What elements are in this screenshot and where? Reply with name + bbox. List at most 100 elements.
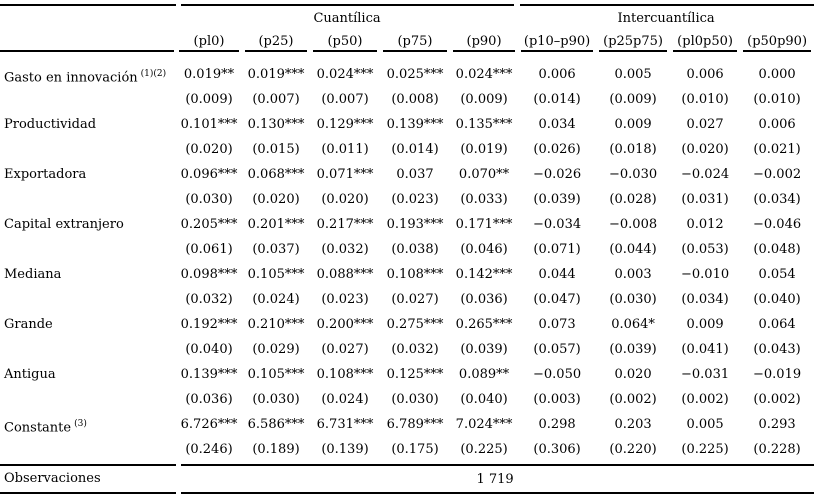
std-error-cell: (0.027) bbox=[321, 342, 369, 357]
std-error-cell: (0.021) bbox=[753, 142, 801, 157]
row-label-superscript: (1)(2) bbox=[140, 69, 167, 79]
coefficient-cell: 0.298 bbox=[538, 417, 576, 432]
table-header: Cuantílica Intercuantílica (pl0) (p25) (… bbox=[0, 0, 814, 62]
coefficient-cell: 0.000 bbox=[758, 67, 796, 82]
table-rule bbox=[743, 50, 811, 52]
std-error-row: (0.032) (0.024) (0.023) (0.027) (0.036) (0.04… bbox=[0, 287, 814, 312]
coefficient-cell: 0.105*** bbox=[247, 267, 305, 282]
std-error-cell: (0.040) bbox=[185, 342, 233, 357]
std-error-cell: (0.018) bbox=[609, 142, 657, 157]
group-header-intercuantilica: Intercuantílica bbox=[617, 10, 715, 26]
std-error-row: (0.040) (0.029) (0.027) (0.032) (0.039) (0.05… bbox=[0, 337, 814, 362]
std-error-cell: (0.002) bbox=[753, 392, 801, 407]
std-error-cell: (0.015) bbox=[252, 142, 300, 157]
coefficient-cell: −0.031 bbox=[681, 367, 730, 382]
std-error-cell: (0.225) bbox=[460, 442, 508, 457]
coefficient-cell: 0.024*** bbox=[316, 67, 374, 82]
coefficient-cell: 0.044 bbox=[538, 267, 576, 282]
coefficient-cell: 0.171*** bbox=[455, 217, 513, 232]
std-error-cell: (0.023) bbox=[321, 292, 369, 307]
coefficient-cell: 0.003 bbox=[614, 267, 652, 282]
coefficient-cell: 0.027 bbox=[686, 117, 724, 132]
coefficient-cell: 0.142*** bbox=[455, 267, 513, 282]
coefficient-cell: 0.096*** bbox=[180, 167, 238, 182]
std-error-cell: (0.040) bbox=[753, 292, 801, 307]
coefficient-cell: 0.205*** bbox=[180, 217, 238, 232]
std-error-cell: (0.039) bbox=[609, 342, 657, 357]
std-error-cell: (0.040) bbox=[460, 392, 508, 407]
std-error-cell: (0.030) bbox=[252, 392, 300, 407]
table-rule bbox=[179, 50, 239, 52]
std-error-cell: (0.044) bbox=[609, 242, 657, 257]
std-error-cell: (0.039) bbox=[460, 342, 508, 357]
table-rule bbox=[245, 50, 307, 52]
coefficient-cell: 0.108*** bbox=[386, 267, 444, 282]
std-error-row: (0.061) (0.037) (0.032) (0.038) (0.046) (0.07… bbox=[0, 237, 814, 262]
std-error-cell: (0.071) bbox=[533, 242, 581, 257]
std-error-cell: (0.228) bbox=[753, 442, 801, 457]
std-error-cell: (0.002) bbox=[681, 392, 729, 407]
coefficient-cell: −0.034 bbox=[533, 217, 582, 232]
coefficient-row: Antigua 0.139*** 0.105*** 0.108*** 0.125*** 0… bbox=[0, 362, 814, 387]
std-error-cell: (0.306) bbox=[533, 442, 581, 457]
std-error-cell: (0.033) bbox=[460, 192, 508, 207]
row-label: Exportadora bbox=[4, 167, 87, 182]
table-rule bbox=[520, 4, 814, 6]
observations-value: 1 719 bbox=[476, 471, 514, 487]
coefficient-row: Gasto en innovación (1)(2) 0.019** 0.019***… bbox=[0, 62, 814, 87]
coefficient-cell: 0.006 bbox=[538, 67, 576, 82]
coefficient-cell: 0.293 bbox=[758, 417, 796, 432]
std-error-cell: (0.139) bbox=[321, 442, 369, 457]
coefficient-row: Grande 0.192*** 0.210*** 0.200*** 0.275*** 0.… bbox=[0, 312, 814, 337]
coefficient-cell: 0.135*** bbox=[455, 117, 513, 132]
std-error-cell: (0.008) bbox=[391, 92, 439, 107]
std-error-cell: (0.034) bbox=[681, 292, 729, 307]
row-label: Gasto en innovación (1)(2) bbox=[4, 69, 167, 86]
row-label-superscript: (3) bbox=[74, 419, 87, 429]
std-error-cell: (0.011) bbox=[321, 142, 369, 157]
coefficient-cell: 0.034 bbox=[538, 117, 576, 132]
coefficient-cell: 0.265*** bbox=[455, 317, 513, 332]
coefficient-cell: 0.024*** bbox=[455, 67, 513, 82]
std-error-cell: (0.034) bbox=[753, 192, 801, 207]
group-header-row: Cuantílica Intercuantílica bbox=[0, 0, 814, 30]
coefficient-cell: 0.139*** bbox=[180, 367, 238, 382]
std-error-cell: (0.019) bbox=[460, 142, 508, 157]
coefficient-cell: 0.101*** bbox=[180, 117, 238, 132]
std-error-cell: (0.032) bbox=[185, 292, 233, 307]
coefficient-cell: 0.037 bbox=[396, 167, 434, 182]
coefficient-cell: −0.026 bbox=[533, 167, 582, 182]
std-error-cell: (0.010) bbox=[753, 92, 801, 107]
coefficient-cell: 0.210*** bbox=[247, 317, 305, 332]
coefficient-cell: 0.020 bbox=[614, 367, 652, 382]
coefficient-cell: 0.192*** bbox=[180, 317, 238, 332]
coefficient-cell: 0.275*** bbox=[386, 317, 444, 332]
std-error-cell: (0.003) bbox=[533, 392, 581, 407]
column-header-p25: (p25) bbox=[258, 33, 294, 49]
coefficient-cell: 0.064* bbox=[611, 317, 655, 332]
coefficient-cell: 0.130*** bbox=[247, 117, 305, 132]
table-rule bbox=[0, 4, 176, 6]
coefficient-cell: 0.019** bbox=[183, 67, 235, 82]
column-header-p50: (p50) bbox=[327, 33, 363, 49]
row-label: Antigua bbox=[4, 367, 56, 382]
coefficient-cell: 0.125*** bbox=[386, 367, 444, 382]
coefficient-cell: 0.009 bbox=[614, 117, 652, 132]
coefficient-row: Productividad 0.101*** 0.130*** 0.129*** 0.1… bbox=[0, 112, 814, 137]
table-body: Gasto en innovación (1)(2) 0.019** 0.019***… bbox=[0, 62, 814, 462]
coefficient-cell: 0.088*** bbox=[316, 267, 374, 282]
std-error-cell: (0.041) bbox=[681, 342, 729, 357]
std-error-cell: (0.048) bbox=[753, 242, 801, 257]
std-error-cell: (0.020) bbox=[252, 192, 300, 207]
coefficient-cell: 0.217*** bbox=[316, 217, 374, 232]
row-label: Mediana bbox=[4, 267, 62, 282]
std-error-cell: (0.024) bbox=[252, 292, 300, 307]
std-error-cell: (0.032) bbox=[321, 242, 369, 257]
coefficient-cell: 0.070** bbox=[458, 167, 510, 182]
std-error-cell: (0.043) bbox=[753, 342, 801, 357]
coefficient-cell: 7.024*** bbox=[455, 417, 513, 432]
std-error-cell: (0.020) bbox=[321, 192, 369, 207]
coefficient-cell: −0.030 bbox=[609, 167, 658, 182]
coefficient-cell: 0.012 bbox=[686, 217, 724, 232]
std-error-cell: (0.175) bbox=[391, 442, 439, 457]
